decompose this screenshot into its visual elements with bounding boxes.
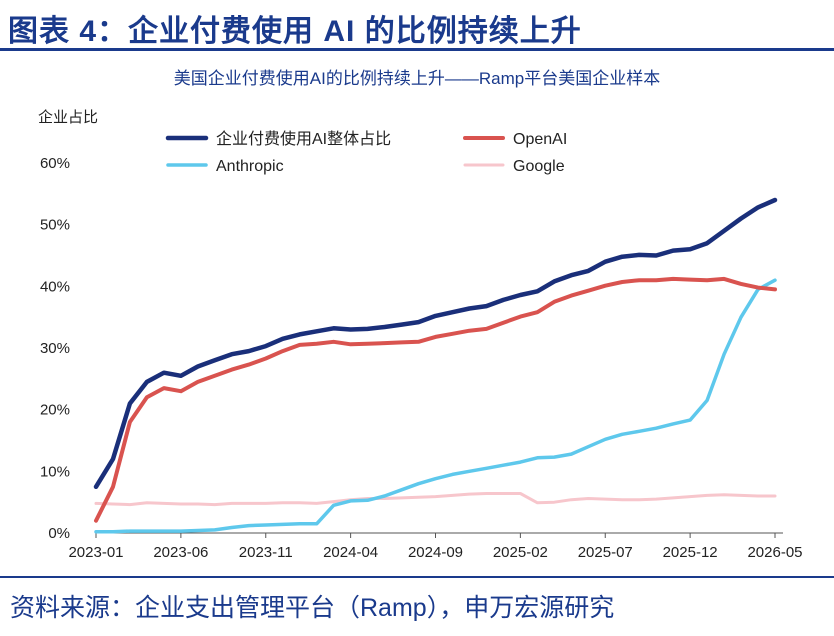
x-tick-label: 2023-01: [68, 544, 123, 561]
y-tick-label: 50%: [40, 217, 70, 234]
y-tick-label: 20%: [40, 402, 70, 419]
y-tick-label: 40%: [40, 278, 70, 295]
x-tick-label: 2024-09: [408, 544, 463, 561]
x-tick-label: 2023-11: [239, 544, 293, 561]
x-tick-label: 2023-06: [153, 544, 208, 561]
series-line: [93, 197, 778, 490]
legend-entry: OpenAI: [513, 131, 567, 148]
legend-entry: Google: [513, 158, 565, 175]
header-rule: [0, 48, 834, 51]
series-line: [94, 278, 777, 534]
x-tick-label: 2026-05: [747, 544, 802, 561]
y-tick-label: 0%: [48, 525, 70, 542]
x-tick-label: 2025-12: [663, 544, 718, 561]
x-tick-label: 2024-04: [323, 544, 378, 561]
chart-title: 美国企业付费使用AI的比例持续上升——Ramp平台美国企业样本: [173, 69, 661, 88]
figure-header: 图表 4：企业付费使用 AI 的比例持续上升: [0, 0, 834, 52]
line-chart: 0% 10% 20% 30% 40% 50% 60% 2023-01 2023-06 2023-1…: [40, 130, 803, 561]
legend-entry: Anthropic: [216, 158, 284, 175]
series-line: [94, 276, 777, 523]
y-tick-label: 60%: [40, 155, 70, 172]
footer-rule: [0, 576, 834, 578]
y-axis-label: 企业占比: [38, 109, 99, 126]
x-tick-label: 2025-07: [578, 544, 633, 561]
y-tick-label: 10%: [40, 463, 70, 480]
figure-title: 图表 4：企业付费使用 AI 的比例持续上升: [8, 15, 582, 48]
x-tick-label: 2025-02: [493, 544, 548, 561]
y-tick-label: 30%: [40, 340, 70, 357]
source-note: 资料来源：企业支出管理平台（Ramp），申万宏源研究: [10, 594, 615, 622]
legend-entry: 企业付费使用AI整体占比: [216, 130, 391, 148]
series-line: [94, 492, 777, 507]
